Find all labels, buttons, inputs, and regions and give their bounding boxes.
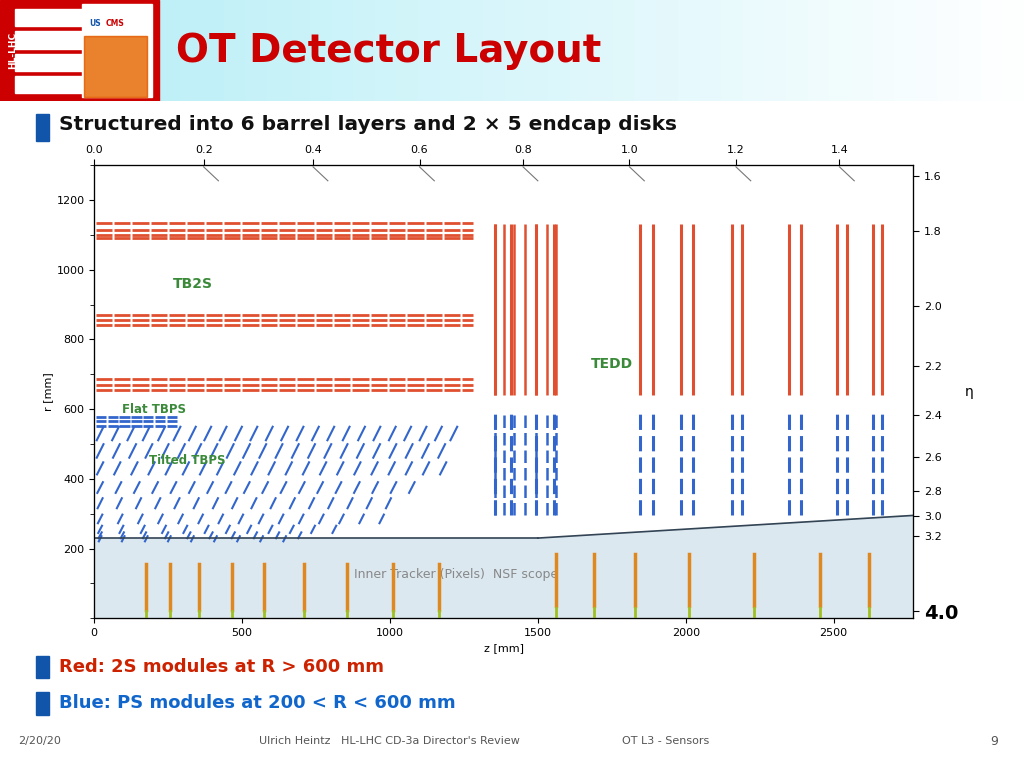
Bar bbox=[938, 0, 962, 101]
Text: TEDD: TEDD bbox=[591, 357, 633, 371]
Bar bbox=[569, 0, 593, 101]
Bar bbox=[396, 0, 420, 101]
Text: TB2S: TB2S bbox=[173, 276, 213, 290]
Bar bbox=[959, 0, 983, 101]
Bar bbox=[462, 0, 485, 101]
Bar bbox=[526, 0, 550, 101]
X-axis label: z [mm]: z [mm] bbox=[483, 644, 524, 654]
Bar bbox=[84, 37, 147, 98]
Bar bbox=[1002, 0, 1024, 101]
Bar bbox=[202, 0, 225, 101]
Bar bbox=[786, 0, 810, 101]
Text: Red: 2S modules at R > 600 mm: Red: 2S modules at R > 600 mm bbox=[59, 657, 384, 676]
Bar bbox=[505, 0, 528, 101]
Bar bbox=[84, 37, 147, 98]
Text: Flat TBPS: Flat TBPS bbox=[122, 403, 186, 416]
Bar bbox=[0, 0, 159, 101]
Bar bbox=[36, 656, 49, 677]
Bar bbox=[159, 0, 182, 101]
Text: 9: 9 bbox=[990, 735, 998, 748]
Bar bbox=[15, 54, 82, 71]
Bar bbox=[699, 0, 723, 101]
Bar bbox=[592, 0, 615, 101]
Bar bbox=[808, 0, 831, 101]
Bar bbox=[15, 31, 82, 48]
Bar bbox=[246, 0, 269, 101]
Bar bbox=[418, 0, 442, 101]
Y-axis label: r [mm]: r [mm] bbox=[44, 372, 53, 411]
Bar bbox=[851, 0, 874, 101]
Bar bbox=[656, 0, 680, 101]
Text: Inner Tracker (Pixels)  NSF scope: Inner Tracker (Pixels) NSF scope bbox=[354, 568, 558, 581]
Bar bbox=[36, 693, 49, 714]
Bar bbox=[548, 0, 571, 101]
Text: Blue: PS modules at 200 < R < 600 mm: Blue: PS modules at 200 < R < 600 mm bbox=[59, 694, 456, 713]
Bar bbox=[15, 76, 82, 93]
Bar bbox=[353, 0, 377, 101]
Text: HL-LHC: HL-LHC bbox=[8, 32, 17, 69]
Bar bbox=[981, 0, 1005, 101]
Bar bbox=[82, 4, 152, 98]
Bar bbox=[375, 0, 398, 101]
Text: OT L3 - Sensors: OT L3 - Sensors bbox=[622, 737, 710, 746]
Polygon shape bbox=[538, 515, 913, 538]
Bar bbox=[678, 0, 701, 101]
Bar bbox=[829, 0, 853, 101]
Bar bbox=[289, 0, 312, 101]
Text: Ulrich Heintz   HL-LHC CD-3a Director's Review: Ulrich Heintz HL-LHC CD-3a Director's Re… bbox=[259, 737, 519, 746]
Text: US: US bbox=[89, 19, 100, 28]
Bar bbox=[332, 0, 355, 101]
Bar bbox=[613, 0, 637, 101]
Bar bbox=[872, 0, 896, 101]
Text: CMS: CMS bbox=[105, 19, 124, 28]
Bar bbox=[36, 114, 49, 141]
Bar bbox=[721, 0, 744, 101]
Bar bbox=[538, 538, 913, 618]
Bar bbox=[180, 0, 204, 101]
Bar bbox=[267, 0, 291, 101]
Bar bbox=[310, 0, 334, 101]
Bar bbox=[223, 0, 248, 101]
Text: Structured into 6 barrel layers and 2 × 5 endcap disks: Structured into 6 barrel layers and 2 × … bbox=[59, 115, 678, 134]
Text: 2/20/20: 2/20/20 bbox=[18, 737, 61, 746]
Bar bbox=[440, 0, 464, 101]
Text: Tilted TBPS: Tilted TBPS bbox=[148, 454, 225, 467]
Bar bbox=[15, 9, 82, 26]
Bar bbox=[94, 538, 913, 618]
Y-axis label: η: η bbox=[965, 385, 974, 399]
Bar bbox=[894, 0, 918, 101]
Bar bbox=[764, 0, 788, 101]
Text: OT Detector Layout: OT Detector Layout bbox=[176, 31, 601, 70]
Bar bbox=[742, 0, 766, 101]
Bar bbox=[635, 0, 658, 101]
Bar bbox=[483, 0, 507, 101]
Bar bbox=[915, 0, 939, 101]
